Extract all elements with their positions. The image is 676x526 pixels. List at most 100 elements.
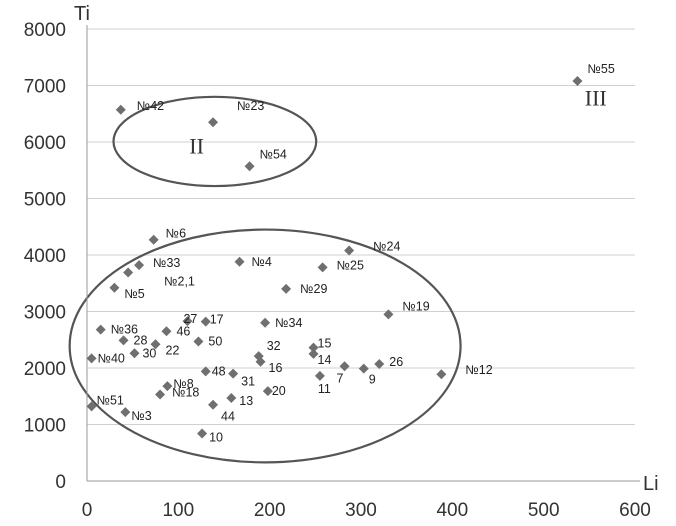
group-ellipse	[68, 228, 462, 464]
point-label: №33	[153, 256, 180, 270]
gridlines	[87, 28, 635, 425]
point-label: 9	[369, 373, 376, 387]
point-label: №12	[465, 363, 492, 377]
y-tick-label: 3000	[24, 303, 66, 324]
point-label: №18	[172, 386, 199, 400]
data-point	[200, 366, 211, 377]
point-label: 13	[239, 394, 253, 408]
data-point	[317, 262, 328, 273]
point-labels: №55 №42 №23 №54 №6 №24 №33 №4 №25 №2,1 №5 №29 №19 27 1…	[97, 62, 615, 445]
point-label: 31	[241, 375, 255, 389]
point-label: №2,1	[164, 275, 195, 289]
point-label: 22	[166, 343, 180, 357]
data-point	[314, 370, 325, 381]
point-label: №5	[124, 287, 144, 301]
point-label: №29	[300, 282, 327, 296]
point-label: №36	[111, 323, 138, 337]
point-label: 28	[134, 333, 148, 347]
point-label: 15	[318, 337, 332, 351]
x-tick-label: 0	[82, 500, 93, 521]
x-tick-label: 100	[162, 500, 194, 521]
data-point	[208, 117, 219, 128]
data-point	[162, 381, 173, 392]
data-point	[115, 104, 126, 115]
data-point	[200, 316, 211, 327]
point-label: №42	[137, 99, 164, 113]
point-label: 14	[318, 353, 332, 367]
data-point	[344, 245, 355, 256]
group-ellipses	[68, 95, 462, 464]
x-tick-label: 300	[345, 500, 377, 521]
data-point	[197, 428, 208, 439]
data-point	[226, 392, 237, 403]
data-point	[234, 256, 245, 267]
point-label: 10	[209, 431, 223, 445]
data-point	[123, 267, 134, 278]
data-point	[86, 353, 97, 364]
data-point	[120, 407, 131, 418]
point-label: №51	[97, 393, 124, 407]
point-label: 48	[212, 364, 226, 378]
y-tick-label: 5000	[24, 190, 66, 211]
y-axis-title: Ti	[74, 3, 90, 25]
point-label: 50	[208, 334, 222, 348]
x-tick-label: 400	[436, 500, 468, 521]
x-tick-label: 500	[528, 500, 560, 521]
point-label: №25	[337, 258, 364, 272]
data-point	[208, 399, 219, 410]
data-point	[150, 339, 161, 350]
point-label: 44	[221, 410, 235, 424]
group-ellipse	[112, 95, 318, 188]
data-point	[129, 348, 140, 359]
point-label: 46	[176, 324, 190, 338]
point-label: №55	[587, 62, 614, 76]
y-tick-label: 7000	[24, 77, 66, 98]
point-label: 30	[142, 346, 156, 360]
point-label: №34	[275, 316, 302, 330]
point-label: 16	[269, 361, 283, 375]
data-point	[281, 283, 292, 294]
y-tick-label: 4000	[24, 246, 66, 267]
y-tick-label: 2000	[24, 359, 66, 380]
data-point	[118, 335, 129, 346]
y-tick-label: 6000	[24, 133, 66, 154]
group-label: III	[585, 85, 607, 110]
y-tick-label: 1000	[24, 416, 66, 437]
point-label: №24	[373, 239, 400, 253]
data-point	[383, 309, 394, 320]
x-axis-title: Li	[643, 473, 659, 495]
data-point	[572, 75, 583, 86]
data-point	[262, 386, 273, 397]
point-label: 32	[267, 339, 281, 353]
data-point	[109, 282, 120, 293]
data-point	[436, 369, 447, 380]
data-point	[374, 359, 385, 370]
point-label: 20	[272, 384, 286, 398]
data-point	[148, 234, 159, 245]
data-point	[308, 342, 319, 353]
point-label: 17	[210, 313, 224, 327]
point-label: 7	[337, 371, 344, 385]
y-tick-label: 8000	[24, 20, 66, 41]
data-point	[244, 161, 255, 172]
point-label: 11	[318, 382, 331, 396]
point-label: №40	[98, 351, 125, 365]
x-tick-label: 600	[619, 500, 651, 521]
point-label: №6	[166, 227, 186, 241]
y-tick-label: 0	[55, 472, 66, 493]
point-label: №23	[237, 99, 264, 113]
axes	[86, 25, 640, 482]
data-point	[95, 324, 106, 335]
data-point	[86, 401, 97, 412]
data-point	[339, 361, 350, 372]
point-label: 27	[183, 312, 197, 326]
data-point	[182, 316, 193, 327]
data-point	[358, 363, 369, 374]
point-label: №19	[402, 299, 429, 313]
y-tick-labels: 0 1000 2000 3000 4000 5000 6000 7000 8000	[24, 20, 66, 493]
data-point	[161, 326, 172, 337]
data-points	[86, 75, 583, 439]
data-point	[228, 368, 239, 379]
